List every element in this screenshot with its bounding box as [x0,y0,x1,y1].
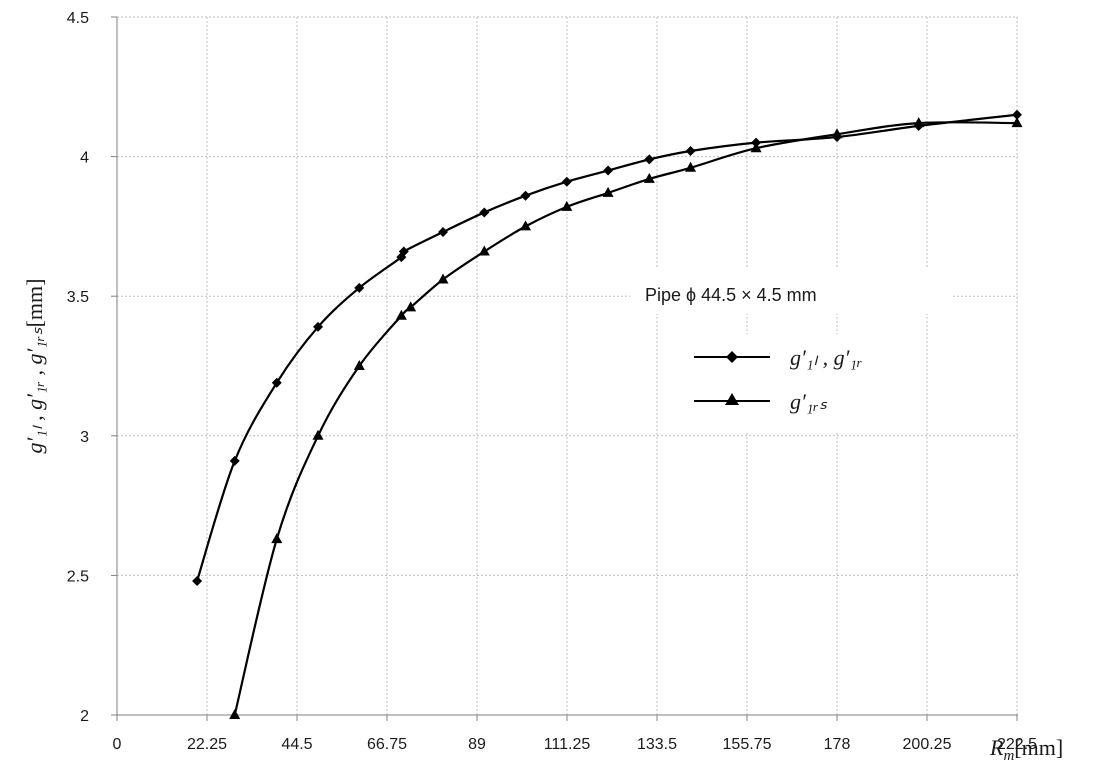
data-point-triangle [437,273,449,284]
data-point-diamond [354,282,365,293]
series-1 [192,109,1022,586]
data-point-triangle [643,172,655,183]
grid [117,16,1018,715]
data-point-triangle [750,142,762,153]
data-point-diamond [685,146,696,157]
axes: 0 22.25 44.5 66.75 89 111.25 133.5 155.75 178 200… [67,10,1037,753]
data-point-triangle [229,709,241,719]
y-tick-label: 2 [80,708,89,725]
data-point-diamond [313,321,324,332]
legend-entry-1: g′₁ₗ , g′₁ᵣ [694,345,863,370]
y-axis-title: g′₁ₗ , g′₁ᵣ , g′₁ᵣₛ[mm] [22,279,47,454]
x-tick-label: 22.25 [187,736,227,753]
x-tick-label: 133.5 [637,736,677,753]
data-point-diamond [271,377,282,388]
legend-label-2: g′₁ᵣₛ [790,389,828,414]
x-axis-unit: [mm] [1014,735,1063,760]
legend-label-1: g′₁ₗ , g′₁ᵣ [790,345,863,370]
y-tick-label: 3 [80,429,89,446]
legend: g′₁ₗ , g′₁ᵣ g′₁ᵣₛ [684,334,908,432]
data-point-diamond [561,176,572,187]
data-point-diamond [479,207,490,218]
x-tick-label: 222.5 [997,736,1037,753]
data-point-diamond [1012,109,1022,120]
x-tick-label: 178 [824,736,851,753]
data-point-triangle [395,309,407,320]
x-axis-label: R [989,735,1004,760]
legend-entry-2: g′₁ᵣₛ [694,389,828,414]
data-point-diamond [229,455,240,466]
data-point-triangle [685,161,697,172]
data-point-triangle [831,128,843,139]
data-point-triangle [913,117,925,128]
data-point-diamond [438,226,449,237]
legend-marker-diamond [726,351,738,363]
x-tick-label: 89 [468,736,486,753]
x-tick-label: 200.25 [903,736,952,753]
series [192,109,1023,719]
x-tick-label: 111.25 [544,736,591,753]
y-tick-label: 4.5 [67,10,89,27]
annotation-box: Pipe ϕ 44.5 × 4.5 mm [630,268,952,314]
y-axis-unit: [mm] [22,279,47,328]
data-point-triangle [353,360,365,370]
x-tick-label: 66.75 [367,736,407,753]
data-point-triangle [312,429,324,440]
data-point-diamond [644,154,655,165]
svg-text:Rm[mm]: Rm[mm] [989,735,1063,762]
data-point-triangle [520,220,532,231]
x-tick-label: 155.75 [723,736,772,753]
y-axis-label: g′₁ₗ , g′₁ᵣ , g′₁ᵣₛ [22,327,47,454]
x-tick-label: 44.5 [281,736,312,753]
data-point-triangle [405,301,417,312]
y-tick-label: 4 [80,150,89,167]
data-point-diamond [520,190,531,201]
x-axis-label-subscript: m [1003,748,1014,762]
legend-marker-triangle [725,393,739,405]
y-tick-label: 3.5 [67,289,89,306]
svg-text:g′₁ₗ , g′₁ᵣ , g′₁ᵣₛ[mm]: g′₁ₗ , g′₁ᵣ , g′₁ᵣₛ[mm] [22,279,47,454]
data-point-diamond [398,246,409,257]
data-point-diamond [192,575,203,586]
annotation-text: Pipe ϕ 44.5 × 4.5 mm [645,285,817,305]
data-point-triangle [561,200,573,211]
data-point-diamond [603,165,614,176]
x-axis-title: Rm[mm] [989,735,1063,764]
y-tick-label: 2.5 [67,568,89,585]
x-tick-label: 0 [113,736,122,753]
data-point-triangle [478,245,490,256]
data-point-triangle [602,186,614,197]
data-point-triangle [271,533,283,544]
data-point-triangle [1011,117,1023,128]
series-2 [229,117,1023,719]
series-line [196,113,1018,582]
